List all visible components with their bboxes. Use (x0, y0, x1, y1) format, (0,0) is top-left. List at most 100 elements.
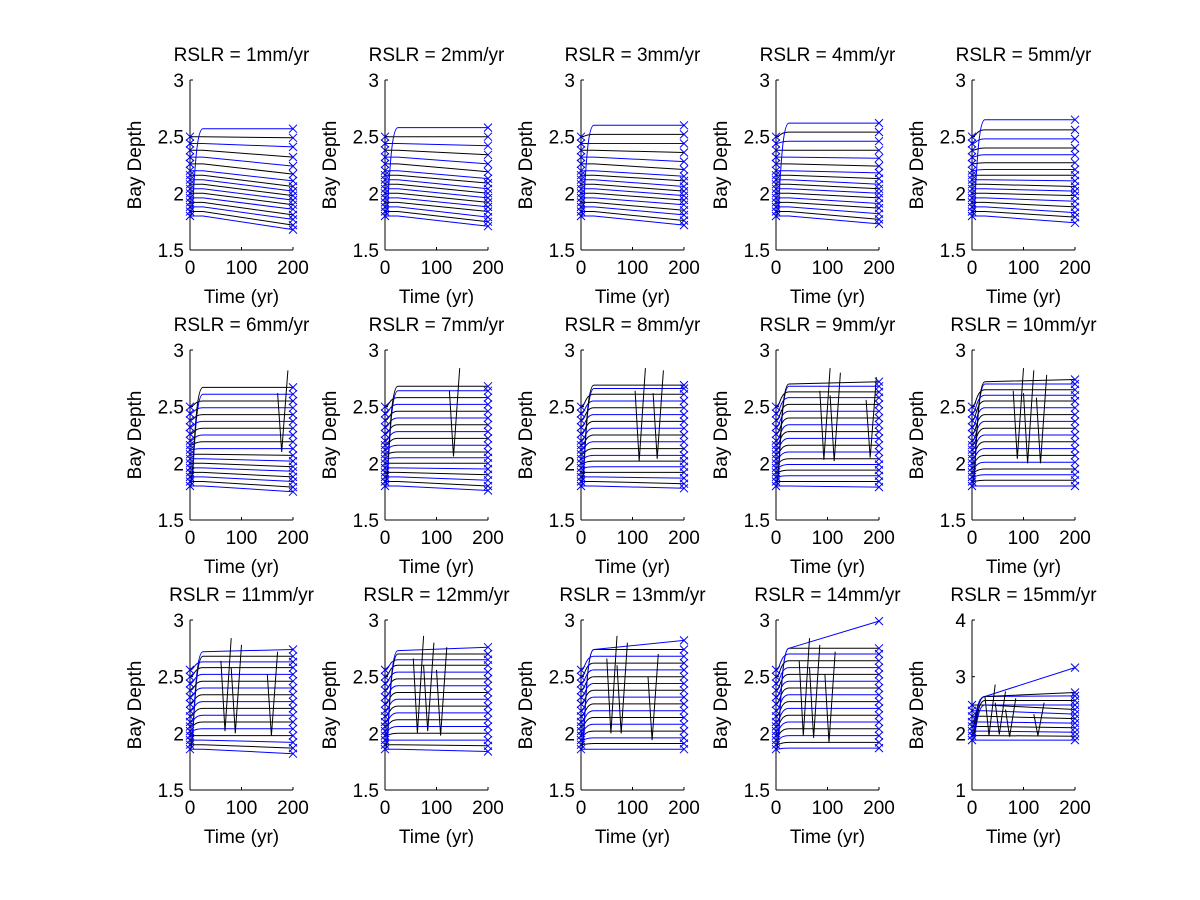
start-marker (771, 139, 781, 148)
subplot-title: RSLR = 2mm/yr (369, 45, 505, 66)
start-marker (771, 463, 781, 473)
series-line (385, 201, 489, 212)
start-marker (576, 463, 586, 473)
y-axis-label: Bay Depth (907, 661, 928, 750)
x-tick-label: 0 (967, 258, 978, 279)
start-marker (380, 436, 390, 446)
y-tick-label: 2 (173, 184, 184, 205)
subplot-10: 1.5 2 2.5 3 0 100 200 RSLR = 10mm/yr Time (yr) Ba… (907, 315, 1097, 578)
start-marker (967, 454, 977, 464)
series-line (581, 710, 684, 723)
start-marker (967, 188, 977, 198)
end-marker (483, 642, 493, 652)
end-marker (483, 386, 493, 396)
start-marker (967, 184, 977, 194)
end-marker (288, 645, 298, 654)
series-line (385, 170, 489, 180)
marker-group (771, 118, 884, 229)
x-tick-label: 200 (668, 528, 700, 549)
start-marker (967, 472, 977, 482)
series-spike (829, 372, 841, 462)
series-line (972, 461, 1075, 469)
series-line (581, 466, 684, 469)
x-axis-label: Time (yr) (204, 287, 279, 308)
end-marker (483, 440, 493, 450)
end-marker (288, 437, 298, 447)
series-line (581, 448, 684, 455)
start-marker (380, 672, 390, 682)
x-tick-label: 100 (226, 258, 258, 279)
series-group (776, 122, 880, 225)
series-line (385, 732, 488, 737)
y-tick-label: 2 (955, 184, 966, 205)
series-line (581, 192, 685, 201)
end-marker (288, 204, 298, 214)
end-marker (288, 152, 298, 162)
series-line (581, 639, 685, 746)
end-marker (679, 713, 689, 722)
start-marker (185, 409, 195, 418)
start-marker (380, 139, 390, 148)
start-marker (185, 422, 195, 432)
series-line (581, 206, 685, 216)
y-tick-label: 3 (759, 341, 770, 362)
x-tick-label: 0 (380, 528, 391, 549)
series-line (190, 174, 294, 187)
series-line (190, 453, 294, 456)
series-line (385, 664, 488, 678)
series-line (581, 149, 685, 153)
marker-group (771, 377, 884, 492)
end-marker (483, 381, 493, 391)
series-line (190, 156, 294, 167)
start-marker (185, 699, 195, 709)
start-marker (185, 184, 195, 194)
start-marker (380, 731, 390, 740)
series-line (190, 441, 293, 446)
start-marker (771, 402, 781, 412)
start-marker (771, 665, 781, 675)
series-line (190, 192, 294, 206)
y-tick-label: 2 (564, 724, 575, 745)
end-marker (1070, 437, 1080, 447)
x-tick-label: 200 (1059, 258, 1091, 279)
end-marker (874, 420, 884, 430)
end-marker (1070, 723, 1080, 733)
marker-group (185, 645, 298, 759)
end-marker (483, 198, 493, 207)
series-line (190, 170, 294, 182)
start-marker (576, 740, 586, 750)
end-marker (679, 699, 689, 709)
series-group (190, 370, 294, 493)
end-marker (679, 483, 689, 493)
series-line (581, 723, 684, 732)
series-line (972, 721, 1076, 724)
end-marker (679, 719, 689, 729)
end-marker (679, 380, 689, 390)
start-marker (576, 211, 586, 221)
end-marker (483, 447, 493, 457)
end-marker (874, 136, 884, 146)
end-marker (483, 178, 493, 188)
end-marker (288, 423, 298, 433)
y-tick-label: 2 (955, 724, 966, 745)
y-tick-label: 1.5 (353, 511, 379, 532)
x-axis-label: Time (yr) (204, 827, 279, 848)
series-line (190, 448, 293, 451)
x-tick-label: 100 (617, 528, 649, 549)
end-marker (483, 667, 493, 677)
series-line (581, 441, 684, 451)
series-line (581, 124, 684, 217)
end-marker (483, 413, 493, 423)
end-marker (874, 381, 884, 391)
start-marker (576, 699, 586, 709)
series-spike (652, 370, 664, 459)
end-marker (1070, 423, 1080, 433)
y-tick-label: 2 (564, 454, 575, 475)
end-marker (1070, 709, 1080, 719)
start-marker (380, 422, 390, 432)
subplot-title: RSLR = 10mm/yr (950, 315, 1097, 336)
end-marker (679, 651, 689, 661)
end-marker (874, 697, 884, 706)
series-line (972, 726, 1076, 729)
